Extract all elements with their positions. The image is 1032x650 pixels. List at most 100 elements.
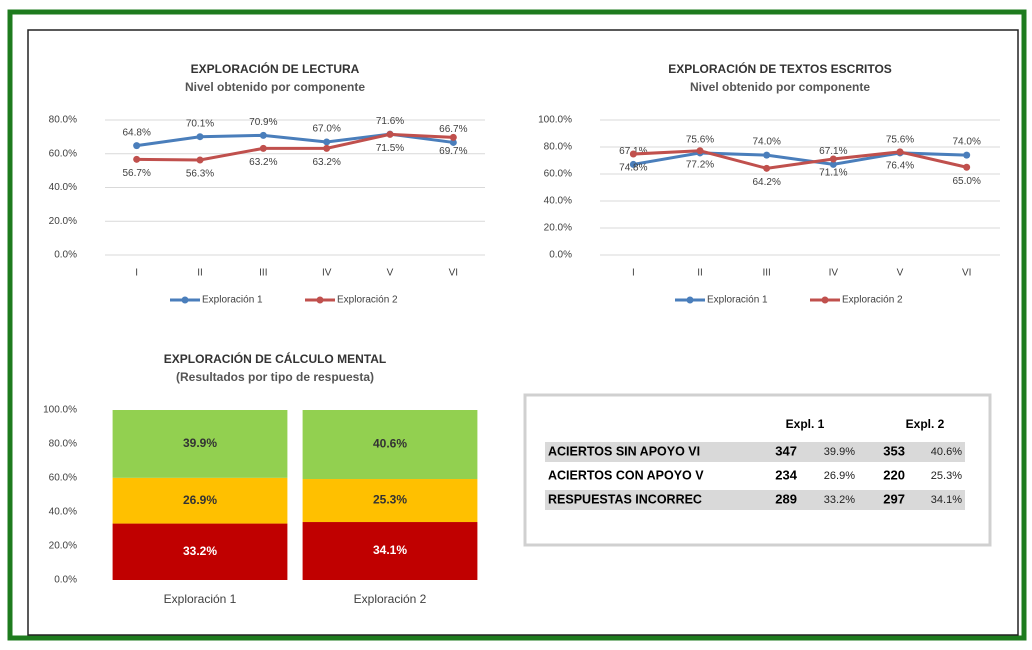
- legend-label: Exploración 1: [707, 295, 768, 306]
- table-cell: 26.9%: [824, 470, 855, 482]
- point: [763, 164, 771, 172]
- chart-title: EXPLORACIÓN DE CÁLCULO MENTAL: [164, 351, 386, 366]
- y-tick-label: 0.0%: [54, 575, 77, 586]
- y-tick-label: 80.0%: [49, 115, 77, 126]
- point: [259, 131, 267, 139]
- data-label: 70.9%: [249, 117, 277, 128]
- point: [449, 138, 457, 146]
- x-tick-label: V: [387, 268, 394, 279]
- y-tick-label: 60.0%: [49, 473, 77, 484]
- point: [829, 160, 837, 168]
- y-tick-label: 20.0%: [49, 541, 77, 552]
- legend-label: Exploración 1: [202, 295, 263, 306]
- y-tick-label: 40.0%: [49, 182, 77, 193]
- point: [629, 150, 637, 158]
- y-tick-label: 20.0%: [49, 216, 77, 227]
- data-label: 65.0%: [952, 176, 980, 187]
- table-cell: 40.6%: [931, 446, 962, 458]
- data-label: 75.6%: [886, 135, 914, 146]
- data-label: 69.7%: [439, 146, 467, 157]
- data-label: 76.4%: [886, 161, 914, 172]
- point: [829, 155, 837, 163]
- data-label: 66.7%: [439, 124, 467, 135]
- data-label: 63.2%: [312, 157, 340, 168]
- bar-segment: [302, 479, 478, 523]
- table-header: Expl. 2: [906, 417, 945, 431]
- point: [629, 160, 637, 168]
- table-cell: 25.3%: [931, 470, 962, 482]
- outer-frame: [7, 9, 1027, 641]
- bar-segment: [112, 477, 288, 524]
- data-label: 74.0%: [952, 137, 980, 148]
- legend-marker: [181, 296, 189, 304]
- x-tick-label: II: [197, 268, 203, 279]
- table-cell: 33.2%: [824, 494, 855, 506]
- point: [896, 148, 904, 156]
- x-tick-label: VI: [449, 268, 458, 279]
- legend-marker: [821, 296, 829, 304]
- point: [449, 133, 457, 141]
- point: [963, 163, 971, 171]
- data-label: 25.3%: [373, 493, 407, 507]
- data-label: 26.9%: [183, 493, 217, 507]
- bar-segment: [302, 410, 478, 480]
- point: [259, 144, 267, 152]
- table-cell: ACIERTOS SIN APOYO VI: [548, 444, 700, 458]
- x-tick-label: Exploración 1: [164, 592, 237, 606]
- point: [386, 130, 394, 138]
- point: [963, 151, 971, 159]
- data-label: 67.0%: [312, 124, 340, 135]
- table-cell: 34.1%: [931, 494, 962, 506]
- x-tick-label: IV: [829, 268, 839, 279]
- y-tick-label: 20.0%: [544, 223, 572, 234]
- point: [323, 138, 331, 146]
- chart-title: EXPLORACIÓN DE LECTURA: [191, 61, 360, 76]
- data-label: 74.8%: [619, 163, 647, 174]
- data-label: 64.2%: [752, 177, 780, 188]
- chart-subtitle: (Resultados por tipo de respuesta): [176, 370, 374, 384]
- y-tick-label: 80.0%: [544, 142, 572, 153]
- series-line: [633, 149, 968, 170]
- row-band: [545, 442, 965, 462]
- legend-label: Exploración 2: [337, 295, 398, 306]
- data-label: 33.2%: [183, 544, 217, 558]
- table-cell: RESPUESTAS INCORREC: [548, 492, 702, 506]
- y-tick-label: 60.0%: [49, 148, 77, 159]
- data-label: 63.2%: [249, 157, 277, 168]
- y-tick-label: 0.0%: [54, 250, 77, 261]
- table-box: [523, 393, 992, 547]
- legend-label: Exploración 2: [842, 295, 903, 306]
- x-tick-label: IV: [322, 268, 332, 279]
- chart-subtitle: Nivel obtenido por componente: [185, 80, 365, 94]
- data-label: 70.1%: [186, 118, 214, 129]
- x-tick-label: III: [259, 268, 267, 279]
- table-cell: 353: [883, 443, 905, 458]
- chart-subtitle: Nivel obtenido por componente: [690, 80, 870, 94]
- point: [133, 142, 141, 150]
- data-label: 34.1%: [373, 543, 407, 557]
- data-label: 40.6%: [373, 437, 407, 451]
- x-tick-label: V: [897, 268, 904, 279]
- table-cell: 39.9%: [824, 446, 855, 458]
- table-cell: 297: [883, 491, 905, 506]
- point: [696, 147, 704, 155]
- data-label: 56.3%: [186, 169, 214, 180]
- x-tick-label: VI: [962, 268, 971, 279]
- bar-segment: [302, 522, 478, 580]
- table-cell: 347: [775, 443, 797, 458]
- data-label: 39.9%: [183, 436, 217, 450]
- data-label: 64.8%: [122, 127, 150, 138]
- point: [323, 144, 331, 152]
- point: [763, 151, 771, 159]
- y-tick-label: 80.0%: [49, 439, 77, 450]
- y-tick-label: 100.0%: [538, 115, 572, 126]
- data-label: 74.0%: [752, 137, 780, 148]
- series-line: [136, 132, 454, 162]
- x-tick-label: Exploración 2: [354, 592, 427, 606]
- y-tick-label: 40.0%: [544, 196, 572, 207]
- y-tick-label: 60.0%: [544, 169, 572, 180]
- data-label: 56.7%: [122, 168, 150, 179]
- data-label: 67.1%: [819, 146, 847, 157]
- y-tick-label: 0.0%: [549, 250, 572, 261]
